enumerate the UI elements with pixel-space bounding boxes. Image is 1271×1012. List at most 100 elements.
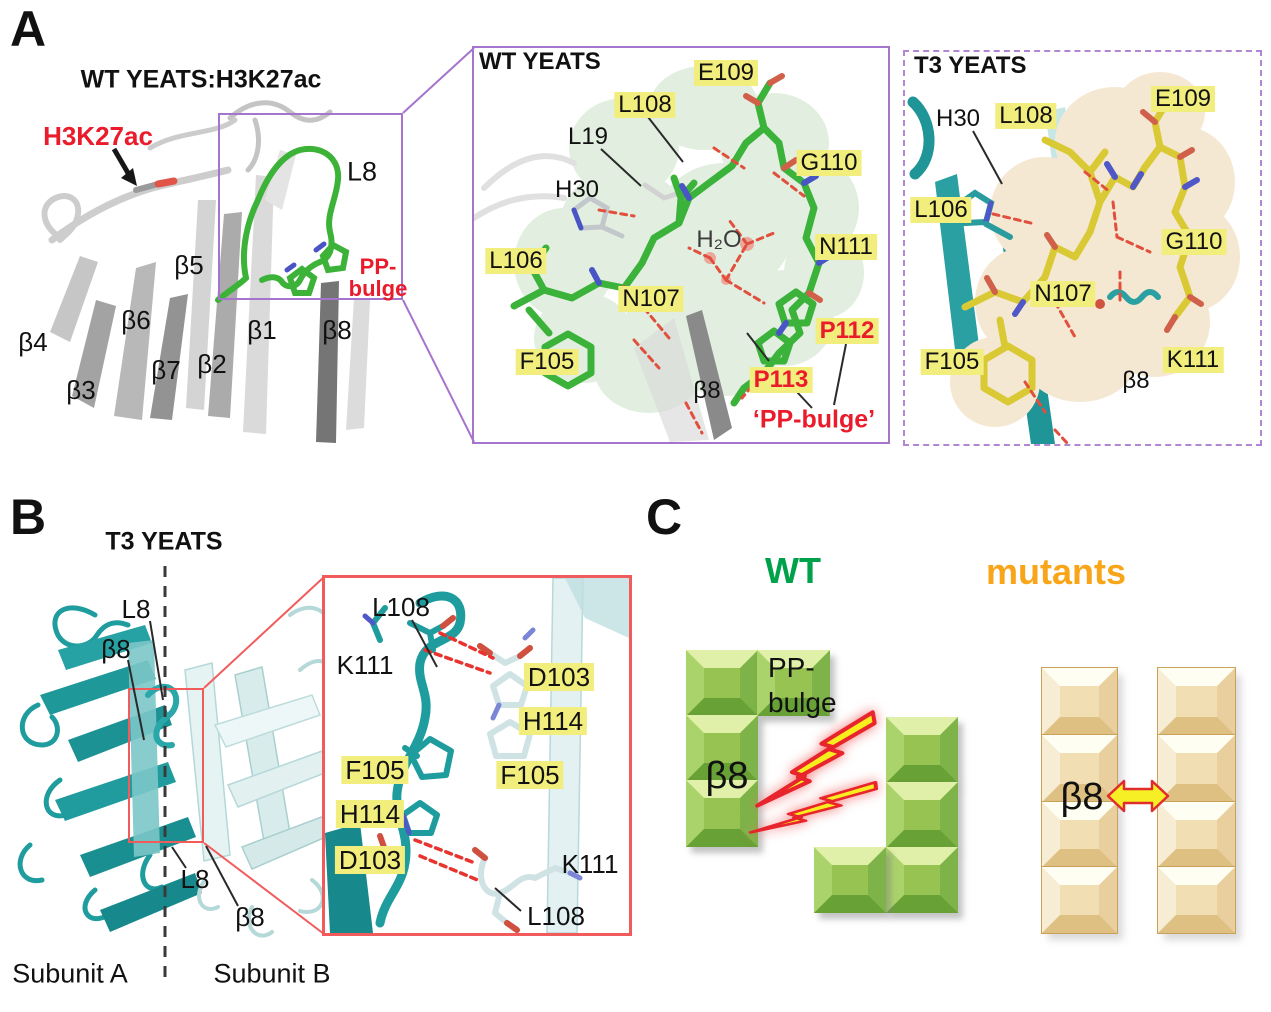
residue-f105: F105 [515,349,579,375]
wt-block [686,715,758,781]
inset-h114-right: H114 [518,707,588,735]
chain-b-nitrogens [490,627,583,881]
wt-yeats-closeup-structure [474,66,864,442]
residue-h30-t3: H30 [935,105,981,132]
strand-label-b5: β5 [174,250,204,280]
residue-l108-t3: L108 [995,103,1057,129]
mutant-block [1042,668,1117,735]
strand-label-b6: β6 [121,305,151,335]
t3-hydrogen-bonds [991,170,1152,444]
residue-h30: H30 [554,176,600,203]
residue-n107: N107 [618,286,684,312]
strand-label-b8-mid: β8 [693,377,721,404]
beta8-mutant-label: β8 [1060,776,1104,818]
subunit-a-l8-hook [145,683,180,749]
pp-bulge-label-line1: PP- [359,254,397,279]
bg-ribbons [474,153,577,221]
residue-l106-t3: L106 [910,197,972,223]
residue-n107-t3: N107 [1030,281,1096,307]
bg-strand [634,318,709,442]
strand-label-b8: β8 [322,315,352,345]
t3-yeats-dimer-title: T3 YEATS [105,527,223,556]
inset-l108-top: L108 [372,592,430,622]
subunit-b-label: Subunit B [213,958,331,989]
b8-label-subunit-a: β8 [101,634,131,664]
residue-p113: P113 [749,367,813,393]
strand-label-b4: β4 [18,327,48,357]
residue-k111-t3: K111 [1162,347,1224,373]
hydrogen-bonds [597,146,806,435]
h3k27ac-label: H3K27ac [43,121,153,151]
t3-yeats-closeup-title: T3 YEATS [914,52,1027,79]
clash-bolt-icon [748,710,879,834]
k111-teal-sidechain [1107,289,1161,305]
wt-block-pp-bulge [757,650,830,716]
b8-label-subunit-b: β8 [235,902,265,932]
beta8-wt-label: β8 [705,755,749,797]
beta8-strand [686,310,732,440]
residue-l106: L106 [485,248,547,274]
residue-l108: L108 [614,92,676,118]
l8-label-subunit-b: L8 [180,864,210,894]
inset-k111-right: K111 [561,849,619,879]
wt-yeats-h3k27ac-title: WT YEATS:H3K27ac [80,65,322,94]
teal-arc [907,96,935,180]
chain-b-oxygens [472,643,533,933]
pale-strand-b [546,578,584,933]
wt-block [886,847,958,913]
inset-k111-left: K111 [336,650,394,680]
wt-block [814,847,886,913]
pp-bulge-quote-label: ‘PP-bulge’ [752,405,876,434]
inset-h114-left: H114 [335,800,405,828]
inset-f105-right: F105 [496,761,564,789]
panel-c-letter: C [646,489,683,545]
pp-bulge-block-label-line2: bulge [768,687,837,718]
subunit-a-label: Subunit A [12,958,128,989]
panel-a-letter: A [10,1,47,57]
beta-sandwich-strands [50,150,370,443]
loop-nitrogens [284,241,327,273]
h30-l19-sticks [570,182,682,239]
mutant-block [1158,668,1235,735]
subunit-b-strands [184,662,335,870]
t3-yeats-closeup-structure [907,72,1240,444]
residue-g110: G110 [796,150,862,176]
residue-n111: N111 [815,234,877,260]
strand-label-b1: β1 [247,315,277,345]
residue-p112: P112 [815,318,879,344]
residue-e109-t3: E109 [1150,86,1216,112]
panel-b-letter: B [10,489,47,545]
h3k27ac-stick [133,177,178,193]
mutant-block [1158,802,1235,867]
wt-block [886,717,958,783]
pp-bulge-block-label-line1: PP- [768,652,815,683]
wt-yeats-h3k27ac-structure [41,100,370,443]
mutant-block [1158,867,1235,933]
wt-block [686,650,758,716]
wt-block [886,782,958,848]
residue-g110-t3: G110 [1161,229,1227,255]
mutant-block [1158,735,1235,802]
mutant-block [1042,735,1117,802]
inset-d103-right: D103 [523,663,595,691]
zoom-box-l8 [218,113,403,300]
l8-label: L8 [346,156,378,187]
strand-label-b3: β3 [66,375,96,405]
interface-hbonds [413,631,495,883]
wt-heading: WT [765,550,821,591]
k111-oxygen [1095,299,1105,309]
inset-d103-left: D103 [334,846,406,874]
mutants-heading: mutants [985,551,1127,592]
inset-f105-left: F105 [341,756,409,784]
residue-l19: L19 [567,123,609,150]
wt-yeats-closeup-title: WT YEATS [479,48,601,75]
inset-l108-bottom: L108 [527,901,585,931]
strand-label-b2: β2 [197,349,227,379]
mutant-block [1042,867,1117,933]
l8-loop-green [215,145,350,303]
mutant-block-beta8 [1042,802,1117,867]
zoom-box-dimer-interface [128,688,204,843]
strand-label-b8-t3: β8 [1122,367,1150,394]
strand-label-b7: β7 [151,355,181,385]
